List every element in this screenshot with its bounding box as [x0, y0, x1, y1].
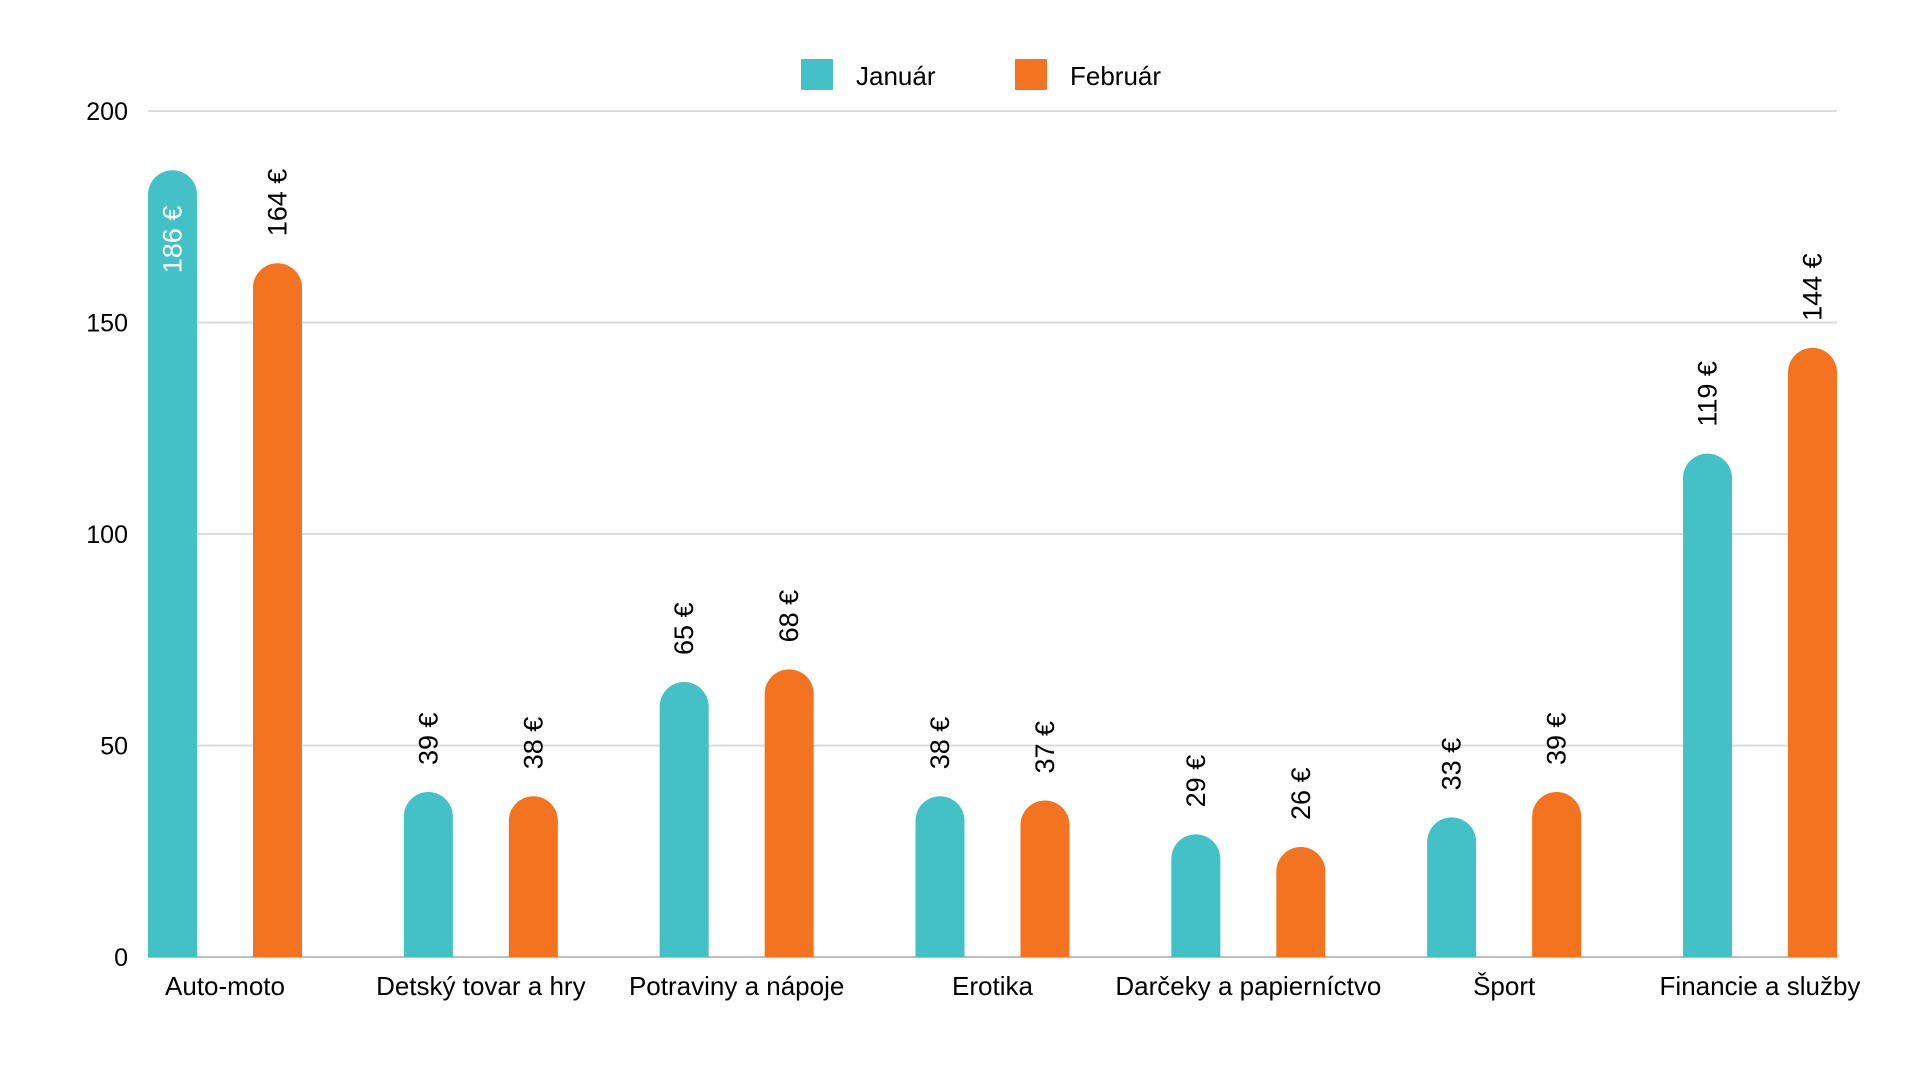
bar-january [403, 792, 453, 957]
y-tick-label: 200 [86, 98, 128, 126]
data-label: 37 € [1030, 721, 1060, 774]
x-category-label: Šport [1473, 971, 1536, 1001]
bar-february [1276, 847, 1326, 957]
y-tick-label: 150 [86, 310, 128, 338]
data-label: 39 € [1542, 712, 1572, 765]
x-axis-categories: Auto-moto Detský tovar a hry Potraviny a n… [165, 971, 1860, 1001]
legend-label-february: Február [1070, 61, 1161, 91]
legend-item-january[interactable]: Január [801, 59, 936, 91]
bar-january [659, 682, 709, 957]
bar-february [1020, 800, 1070, 957]
bar-february [764, 669, 814, 957]
bars [148, 170, 1837, 958]
y-tick-label: 50 [100, 733, 128, 761]
bar-january [915, 796, 965, 957]
legend-swatch-january [801, 59, 833, 90]
bar-february [1532, 792, 1582, 957]
x-category-label: Erotika [952, 971, 1033, 1001]
y-tick-label: 100 [86, 521, 128, 549]
y-axis-ticks: 0 50 100 150 200 [86, 98, 128, 972]
bar-january [1683, 453, 1732, 957]
data-label: 39 € [413, 712, 443, 765]
data-label: 38 € [925, 717, 955, 770]
bar-january [1171, 834, 1221, 957]
legend-item-february[interactable]: Február [1015, 59, 1161, 91]
gridlines [148, 110, 1837, 958]
data-label: 33 € [1437, 738, 1467, 791]
legend-swatch-february [1015, 59, 1047, 90]
legend: Január Február [801, 59, 1161, 91]
x-category-label: Financie a služby [1660, 971, 1861, 1001]
bar-january [148, 170, 197, 958]
x-category-label: Potraviny a nápoje [629, 971, 844, 1001]
data-label: 186 € [158, 206, 188, 274]
legend-label-january: Január [856, 61, 936, 91]
data-label: 68 € [774, 590, 804, 643]
data-label: 29 € [1181, 755, 1211, 808]
bar-january [1427, 817, 1477, 957]
data-label: 144 € [1798, 253, 1828, 321]
data-label: 164 € [263, 169, 293, 237]
bar-february [253, 263, 302, 957]
data-labels: 186 € 164 € 39 € 38 € 65 € 68 € 38 € 37 € 29 € 26… [158, 169, 1828, 820]
y-tick-label: 0 [114, 944, 128, 972]
data-label: 119 € [1693, 361, 1723, 427]
data-label: 38 € [518, 717, 548, 770]
x-category-label: Auto-moto [165, 971, 285, 1001]
x-category-label: Darčeky a papierníctvo [1115, 971, 1381, 1001]
data-label: 26 € [1286, 767, 1316, 820]
bar-february [1788, 347, 1837, 957]
data-label: 65 € [669, 602, 699, 655]
x-category-label: Detský tovar a hry [376, 971, 586, 1001]
bar-february [508, 796, 558, 957]
